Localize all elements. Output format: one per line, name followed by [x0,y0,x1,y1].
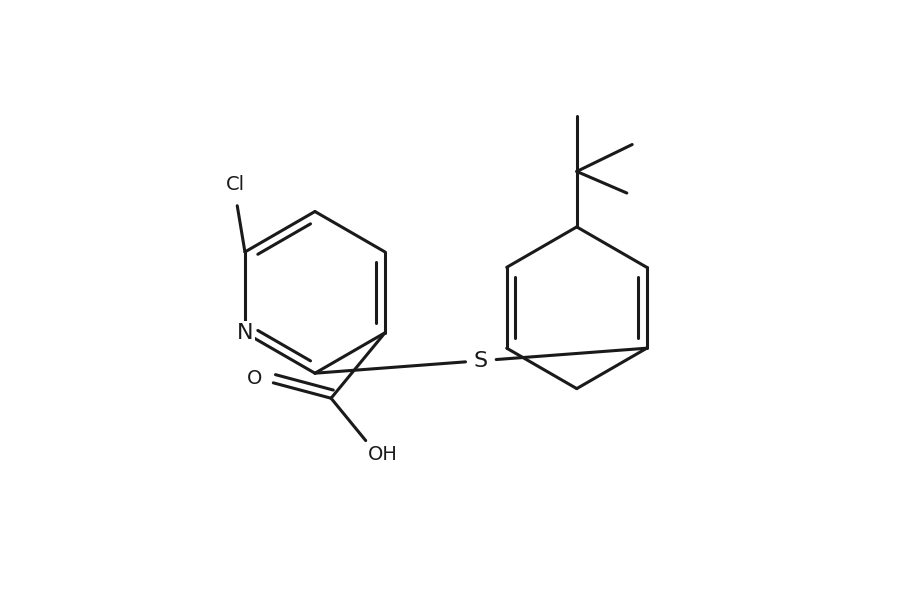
Text: Cl: Cl [226,174,246,193]
Text: O: O [247,370,262,389]
Text: OH: OH [368,445,398,464]
Text: S: S [473,351,488,371]
Text: N: N [237,323,253,343]
